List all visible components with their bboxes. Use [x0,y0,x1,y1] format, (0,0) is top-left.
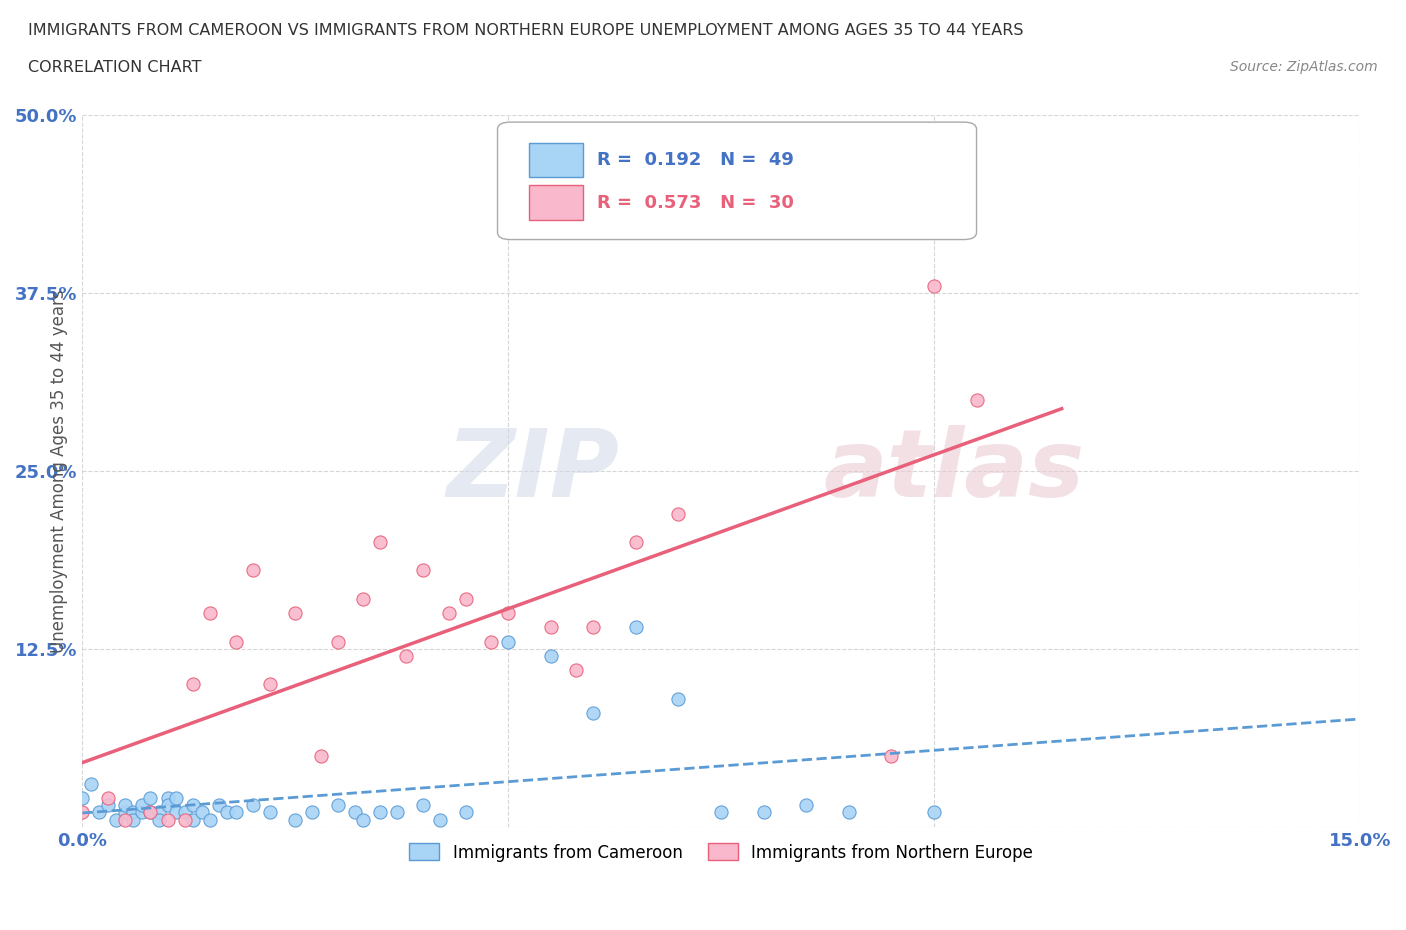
Text: Source: ZipAtlas.com: Source: ZipAtlas.com [1230,60,1378,74]
Point [343,805,366,820]
Point [326,634,349,649]
Point [114,798,136,813]
Point [752,805,775,820]
Point [496,634,519,649]
FancyBboxPatch shape [530,143,583,177]
Point [454,591,477,606]
Point [326,798,349,813]
Point [80,777,103,791]
Point [880,748,903,763]
Point [922,278,945,293]
Point [114,805,136,820]
FancyBboxPatch shape [530,185,583,219]
Point [139,790,162,805]
Point [139,805,162,820]
Point [165,790,187,805]
Text: CORRELATION CHART: CORRELATION CHART [28,60,201,75]
Point [122,805,145,820]
Point [242,798,264,813]
Point [97,790,120,805]
Point [966,392,988,407]
Point [582,620,605,635]
Point [156,812,179,827]
Point [139,805,162,820]
Point [352,812,374,827]
Point [259,677,281,692]
Point [217,805,239,820]
Point [198,812,221,827]
Point [131,805,153,820]
Point [668,506,690,521]
Point [207,798,229,813]
Point [794,798,817,813]
Text: atlas: atlas [824,425,1084,517]
Point [148,812,170,827]
Point [284,812,307,827]
Point [131,798,153,813]
FancyBboxPatch shape [498,122,977,240]
Point [922,805,945,820]
Point [72,790,94,805]
Point [301,805,323,820]
Point [387,805,409,820]
Point [565,663,588,678]
Text: R =  0.192   N =  49: R = 0.192 N = 49 [598,151,794,169]
Point [309,748,332,763]
Y-axis label: Unemployment Among Ages 35 to 44 years: Unemployment Among Ages 35 to 44 years [51,289,69,653]
Point [710,805,733,820]
Point [582,705,605,720]
Point [624,535,647,550]
Point [437,605,460,620]
Point [181,812,204,827]
Point [72,805,94,820]
Text: R =  0.573   N =  30: R = 0.573 N = 30 [598,193,794,211]
Point [105,812,128,827]
Point [198,605,221,620]
Point [114,812,136,827]
Point [370,805,392,820]
Text: IMMIGRANTS FROM CAMEROON VS IMMIGRANTS FROM NORTHERN EUROPE UNEMPLOYMENT AMONG A: IMMIGRANTS FROM CAMEROON VS IMMIGRANTS F… [28,23,1024,38]
Point [370,535,392,550]
Legend: Immigrants from Cameroon, Immigrants from Northern Europe: Immigrants from Cameroon, Immigrants fro… [402,837,1039,869]
Point [173,805,195,820]
Point [352,591,374,606]
Point [668,691,690,706]
Point [181,798,204,813]
Text: ZIP: ZIP [446,425,619,517]
Point [165,805,187,820]
Point [173,812,195,827]
Point [496,605,519,620]
Point [181,677,204,692]
Point [148,805,170,820]
Point [225,634,247,649]
Point [454,805,477,820]
Point [97,798,120,813]
Point [429,812,451,827]
Point [225,805,247,820]
Point [89,805,111,820]
Point [624,620,647,635]
Point [190,805,212,820]
Point [412,798,434,813]
Point [479,634,502,649]
Point [540,620,562,635]
Point [122,812,145,827]
Point [156,798,179,813]
Point [242,563,264,578]
Point [259,805,281,820]
Point [412,563,434,578]
Point [156,790,179,805]
Point [284,605,307,620]
Point [395,648,418,663]
Point [838,805,860,820]
Point [540,648,562,663]
